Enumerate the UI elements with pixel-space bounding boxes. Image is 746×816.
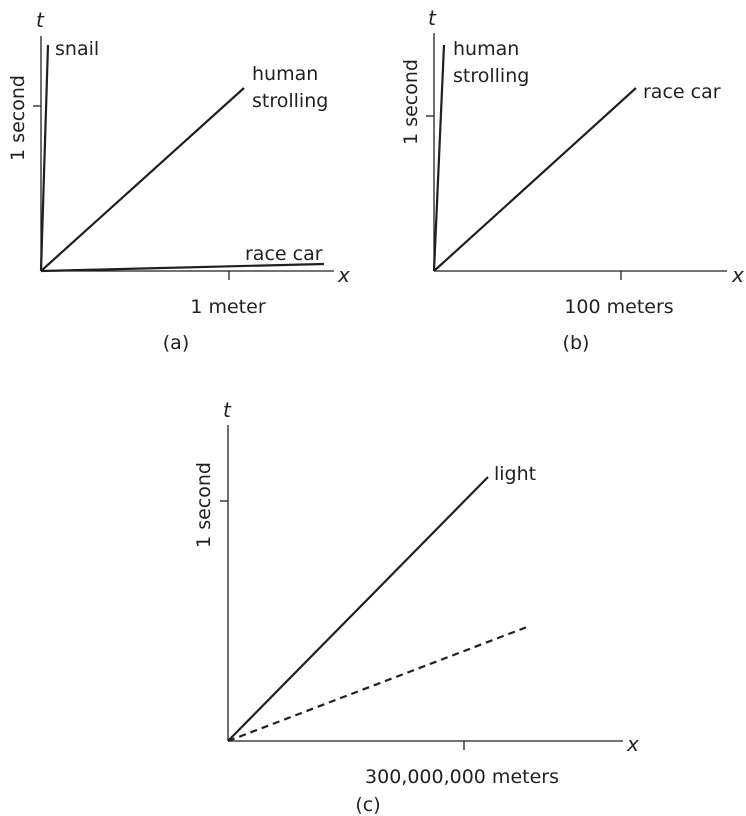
panel-c: t x 1 second 300,000,000 meters (c) ligh… (193, 398, 639, 816)
panel-c-x-unit: 300,000,000 meters (365, 766, 559, 788)
panel-c-light-label: light (494, 463, 536, 485)
panel-c-t-unit: 1 second (193, 462, 215, 548)
panel-a-x-unit: 1 meter (190, 296, 265, 318)
panel-b-caption: (b) (563, 332, 590, 354)
panel-a-snail-worldline (39, 44, 50, 272)
panel-b-human-label: human strolling (453, 38, 529, 87)
panel-c-dashed-worldline (227, 625, 528, 743)
panel-b-racecar-worldline (433, 87, 637, 272)
panel-a-x-axis-label: x (337, 263, 350, 287)
panel-a-human-label: human strolling (252, 63, 328, 112)
panel-c-t-axis-label: t (223, 398, 232, 422)
panel-b: t x 1 second 100 meters (b) human stroll… (400, 6, 744, 354)
panel-b-human-worldline (432, 44, 446, 272)
panel-c-x-axis-label: x (626, 732, 639, 756)
panel-a: t x 1 second 1 meter (a) snail human str… (7, 8, 350, 354)
panel-b-x-axis-label: x (731, 263, 744, 287)
panel-a-caption: (a) (163, 332, 189, 354)
panel-a-racecar-label: race car (245, 243, 323, 265)
panel-a-racecar-worldline (40, 262, 325, 273)
panel-a-t-axis-label: t (36, 8, 45, 32)
panel-b-t-unit: 1 second (400, 59, 422, 145)
panel-b-human-label-line1: human (453, 38, 519, 60)
panel-a-t-unit: 1 second (7, 75, 29, 161)
panel-a-human-worldline (40, 87, 245, 272)
panel-a-human-label-line2: strolling (252, 90, 328, 112)
panel-a-snail-label: snail (55, 38, 99, 60)
panel-b-t-axis-label: t (428, 6, 437, 30)
panel-a-human-label-line1: human (252, 63, 318, 85)
panel-b-human-label-line2: strolling (453, 65, 529, 87)
panel-b-racecar-label: race car (643, 81, 721, 103)
panel-c-caption: (c) (355, 794, 380, 816)
panel-b-x-unit: 100 meters (564, 296, 673, 318)
panel-c-light-worldline (227, 476, 489, 742)
